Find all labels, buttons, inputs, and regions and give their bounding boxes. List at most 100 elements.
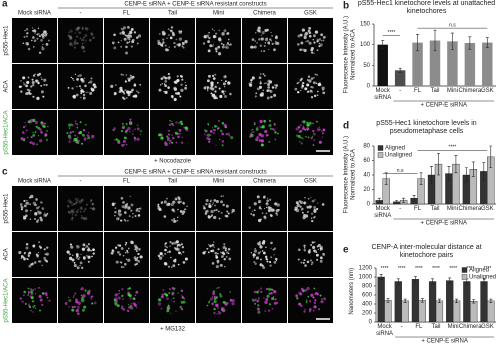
speckle <box>118 292 121 295</box>
speckle <box>268 89 271 92</box>
speckle <box>167 86 170 89</box>
speckle <box>275 35 278 38</box>
speckle <box>24 121 26 124</box>
speckle <box>211 28 214 30</box>
speckle <box>41 264 43 267</box>
error-bar <box>379 274 383 280</box>
speckle <box>74 122 77 125</box>
speckle <box>79 211 82 213</box>
speckle <box>77 309 79 311</box>
speckle <box>28 89 31 92</box>
speckle <box>46 246 49 249</box>
speckle <box>276 132 279 135</box>
speckle <box>34 307 37 309</box>
speckle <box>80 215 83 217</box>
speckle <box>117 244 120 247</box>
speckle <box>275 209 280 213</box>
speckle <box>266 89 269 92</box>
error-bar <box>419 172 423 185</box>
error-bar <box>413 276 417 283</box>
speckle <box>26 80 30 84</box>
speckle <box>312 309 315 312</box>
micrograph <box>242 64 287 109</box>
speckle <box>127 206 131 210</box>
speckle <box>24 209 29 213</box>
speckle <box>163 91 165 93</box>
speckle <box>260 143 264 147</box>
speckle <box>117 209 122 213</box>
speckle <box>21 300 24 303</box>
speckle <box>114 302 118 306</box>
speckle <box>27 294 30 296</box>
speckle <box>75 309 79 313</box>
speckle <box>297 258 300 261</box>
speckle <box>168 46 170 48</box>
speckle <box>263 195 266 198</box>
bar <box>418 300 426 323</box>
speckle <box>178 128 182 132</box>
speckle <box>117 41 120 44</box>
speckle <box>222 82 226 86</box>
speckle <box>221 254 225 258</box>
speckle <box>305 40 307 43</box>
speckle <box>113 93 116 96</box>
speckle <box>157 41 161 46</box>
speckle <box>125 74 128 76</box>
legend-swatch <box>377 145 384 151</box>
speckle <box>263 50 266 53</box>
speckle <box>87 260 90 263</box>
speckle <box>159 256 163 260</box>
speckle <box>203 206 206 210</box>
speckle <box>32 74 35 77</box>
speckle <box>181 45 184 48</box>
speckle <box>36 143 39 146</box>
speckle <box>269 198 272 201</box>
speckle <box>207 49 211 53</box>
speckle <box>172 297 175 300</box>
speckle <box>178 251 181 255</box>
speckle <box>117 217 120 220</box>
speckle <box>77 301 81 305</box>
speckle <box>123 92 126 95</box>
speckle <box>82 128 86 132</box>
speckle <box>179 210 183 213</box>
column-label: Chimera <box>253 179 276 185</box>
speckle <box>175 38 178 41</box>
speckle <box>81 299 85 303</box>
speckle <box>216 313 219 315</box>
speckle <box>316 253 319 257</box>
speckle <box>33 218 37 221</box>
speckle <box>166 135 169 138</box>
speckle <box>117 296 121 300</box>
speckle <box>91 255 93 258</box>
speckle <box>84 39 87 42</box>
speckle <box>304 308 306 311</box>
speckle <box>322 88 324 91</box>
speckle <box>256 290 259 294</box>
speckle <box>42 96 45 98</box>
speckle <box>39 139 43 143</box>
column-label: - <box>80 179 82 185</box>
speckle <box>169 119 171 122</box>
speckle <box>262 251 266 255</box>
speckle <box>20 137 24 141</box>
speckle <box>256 135 260 140</box>
speckle <box>41 35 45 39</box>
speckle <box>28 251 32 255</box>
speckle <box>276 41 280 45</box>
speckle <box>322 91 326 95</box>
speckle <box>80 198 84 202</box>
speckle <box>315 207 319 211</box>
speckle <box>126 219 129 222</box>
speckle <box>125 45 128 49</box>
speckle <box>120 247 124 250</box>
speckle <box>171 219 174 221</box>
speckle <box>264 130 268 133</box>
speckle <box>250 129 253 131</box>
speckle <box>79 130 83 134</box>
speckle <box>86 291 91 295</box>
speckle <box>90 77 93 80</box>
speckle <box>317 202 319 204</box>
speckle <box>298 249 301 251</box>
speckle <box>125 51 129 55</box>
